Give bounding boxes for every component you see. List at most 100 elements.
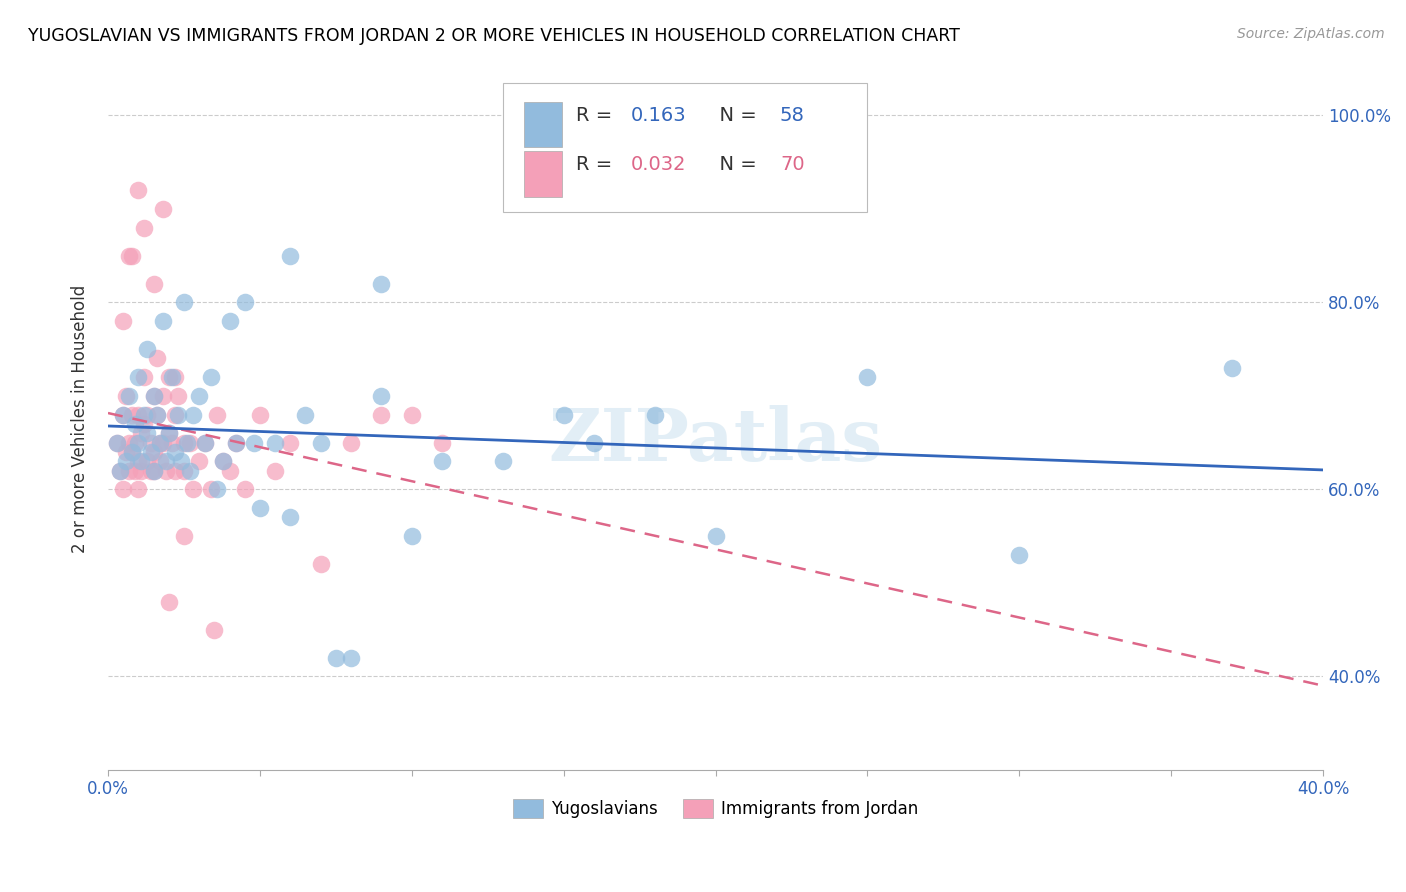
Point — [309, 435, 332, 450]
Point — [207, 408, 229, 422]
Point — [370, 277, 392, 291]
Point — [112, 408, 135, 422]
Point — [105, 435, 128, 450]
FancyBboxPatch shape — [503, 83, 868, 212]
Point — [188, 389, 211, 403]
Point — [134, 408, 156, 422]
Point — [264, 435, 287, 450]
Point — [127, 435, 149, 450]
Point — [142, 277, 165, 291]
Text: 70: 70 — [780, 155, 804, 174]
Point — [142, 389, 165, 403]
Point — [492, 454, 515, 468]
Text: Source: ZipAtlas.com: Source: ZipAtlas.com — [1237, 27, 1385, 41]
Point — [142, 389, 165, 403]
Text: 0.032: 0.032 — [630, 155, 686, 174]
Point — [131, 464, 153, 478]
Point — [155, 454, 177, 468]
Point — [249, 501, 271, 516]
Text: N =: N = — [707, 106, 763, 125]
Point — [127, 408, 149, 422]
Point — [212, 454, 235, 468]
Point — [644, 408, 666, 422]
Point — [370, 389, 392, 403]
Point — [278, 510, 301, 524]
Text: 58: 58 — [780, 106, 804, 125]
Point — [233, 295, 256, 310]
Point — [118, 389, 141, 403]
Point — [118, 435, 141, 450]
Point — [167, 389, 190, 403]
Point — [233, 483, 256, 497]
Point — [139, 464, 162, 478]
Text: YUGOSLAVIAN VS IMMIGRANTS FROM JORDAN 2 OR MORE VEHICLES IN HOUSEHOLD CORRELATIO: YUGOSLAVIAN VS IMMIGRANTS FROM JORDAN 2 … — [28, 27, 960, 45]
Point — [176, 435, 198, 450]
FancyBboxPatch shape — [523, 102, 562, 147]
Point — [856, 370, 879, 384]
Text: N =: N = — [707, 155, 763, 174]
Legend: Yugoslavians, Immigrants from Jordan: Yugoslavians, Immigrants from Jordan — [506, 792, 925, 825]
Point — [136, 454, 159, 468]
Point — [181, 483, 204, 497]
Point — [188, 454, 211, 468]
Point — [160, 435, 183, 450]
Point — [118, 464, 141, 478]
Point — [124, 417, 146, 431]
FancyBboxPatch shape — [523, 151, 562, 196]
Point — [142, 445, 165, 459]
Point — [124, 435, 146, 450]
Point — [173, 295, 195, 310]
Point — [278, 435, 301, 450]
Point — [108, 464, 131, 478]
Point — [430, 454, 453, 468]
Point — [157, 594, 180, 608]
Point — [108, 464, 131, 478]
Point — [194, 435, 217, 450]
Point — [173, 464, 195, 478]
Point — [139, 435, 162, 450]
Point — [194, 435, 217, 450]
Point — [121, 249, 143, 263]
Point — [160, 370, 183, 384]
Point — [170, 454, 193, 468]
Point — [149, 454, 172, 468]
Point — [340, 435, 363, 450]
Point — [157, 426, 180, 441]
Point — [105, 435, 128, 450]
Point — [401, 408, 423, 422]
Point — [134, 417, 156, 431]
Point — [152, 202, 174, 216]
Point — [264, 464, 287, 478]
Y-axis label: 2 or more Vehicles in Household: 2 or more Vehicles in Household — [72, 285, 89, 553]
Point — [200, 370, 222, 384]
Point — [173, 435, 195, 450]
Point — [1220, 360, 1243, 375]
Point — [121, 445, 143, 459]
Point — [163, 370, 186, 384]
Point — [218, 314, 240, 328]
Point — [145, 351, 167, 366]
Point — [200, 483, 222, 497]
Text: 0.163: 0.163 — [630, 106, 686, 125]
Point — [112, 314, 135, 328]
Point — [173, 529, 195, 543]
Point — [340, 650, 363, 665]
Point — [583, 435, 606, 450]
Point — [127, 454, 149, 468]
Point — [136, 426, 159, 441]
Point — [157, 426, 180, 441]
Point — [149, 435, 172, 450]
Point — [181, 408, 204, 422]
Point — [142, 464, 165, 478]
Point — [152, 314, 174, 328]
Point — [1008, 548, 1031, 562]
Point — [124, 464, 146, 478]
Point — [121, 408, 143, 422]
Point — [134, 370, 156, 384]
Point — [136, 342, 159, 356]
Point — [149, 435, 172, 450]
Point — [225, 435, 247, 450]
Point — [118, 249, 141, 263]
Point — [134, 220, 156, 235]
Point — [325, 650, 347, 665]
